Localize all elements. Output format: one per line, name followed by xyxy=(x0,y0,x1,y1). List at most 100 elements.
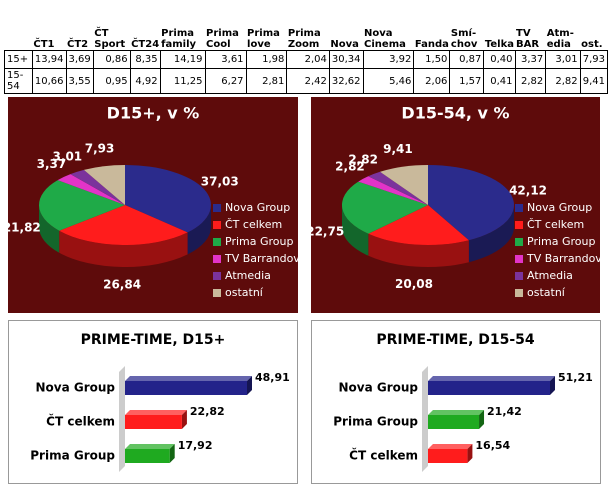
cell: 2,82 xyxy=(514,68,547,94)
bar-top xyxy=(428,410,485,415)
value-label: 17,92 xyxy=(178,439,213,452)
wall xyxy=(422,366,428,472)
slice xyxy=(39,180,125,231)
value-label: 22,75 xyxy=(306,225,344,239)
category-label: ČT celkem xyxy=(46,414,115,429)
slice xyxy=(358,176,428,205)
chart-title: D15-54, v % xyxy=(401,104,509,123)
value-label: 9,41 xyxy=(383,142,413,156)
slice xyxy=(70,169,125,205)
value-label: 2,82 xyxy=(348,152,378,166)
value-label: 7,93 xyxy=(85,141,115,155)
bar xyxy=(125,381,247,395)
category-label: Nova Group xyxy=(338,381,418,395)
legend-label: Nova Group xyxy=(527,201,592,214)
legend-swatch xyxy=(515,238,523,246)
column-header: Fanda xyxy=(414,39,449,50)
column-header: Prima family xyxy=(161,28,197,50)
bar-side xyxy=(181,410,187,429)
bar-side xyxy=(169,444,175,463)
legend-label: Atmedia xyxy=(225,269,271,282)
column-header: TV BAR xyxy=(516,28,540,50)
legend-label: ČT celkem xyxy=(225,218,282,231)
slice-side xyxy=(368,233,469,267)
column-header: Smí-chov xyxy=(450,28,478,50)
value-label: 26,84 xyxy=(103,277,141,291)
cell: 0,41 xyxy=(483,68,516,94)
wall xyxy=(119,366,125,472)
cell: 11,25 xyxy=(159,68,206,94)
cell: 6,27 xyxy=(204,68,247,94)
chart-title: PRIME-TIME, D15+ xyxy=(81,332,226,348)
cell: 2,82 xyxy=(545,68,581,94)
slice-side xyxy=(187,205,211,255)
legend-swatch xyxy=(515,221,523,229)
cell: 32,62 xyxy=(328,68,364,94)
legend-swatch xyxy=(213,272,221,280)
legend-label: Prima Group xyxy=(527,235,595,248)
value-label: 21,82 xyxy=(3,220,41,234)
value-label: 37,03 xyxy=(201,175,239,189)
bar-top xyxy=(125,444,175,449)
legend-swatch xyxy=(213,238,221,246)
bar-top xyxy=(428,444,473,449)
slice xyxy=(428,165,515,241)
legend-swatch xyxy=(213,289,221,297)
legend-swatch xyxy=(213,221,221,229)
legend-swatch xyxy=(515,289,523,297)
legend-label: TV Barrandov xyxy=(526,252,602,265)
bar-top xyxy=(428,376,555,381)
row-label: 15-54 xyxy=(4,68,33,94)
slice xyxy=(368,205,469,246)
slice xyxy=(59,205,188,245)
bar-side xyxy=(550,376,555,395)
column-header: Atm-edia xyxy=(546,28,574,50)
bar xyxy=(428,415,480,429)
slice xyxy=(57,174,125,205)
cell: 2,81 xyxy=(245,68,288,94)
bar-side xyxy=(479,410,485,429)
value-label: 3,01 xyxy=(53,149,83,163)
column-header: Prima Cool xyxy=(206,28,239,50)
legend-label: Nova Group xyxy=(225,201,290,214)
column-header: Prima Zoom xyxy=(287,28,321,50)
cell: 1,57 xyxy=(449,68,485,94)
bar-top xyxy=(125,376,252,381)
bar xyxy=(125,449,170,463)
legend-label: Atmedia xyxy=(527,269,573,282)
cell: 3,61 xyxy=(204,50,247,69)
column-header: ČT24 xyxy=(131,39,160,50)
legend-label: ostatní xyxy=(225,286,264,299)
slice xyxy=(83,165,125,205)
slice-side xyxy=(59,230,188,267)
column-header: Telka xyxy=(484,39,515,50)
column-header: Nova Cinema xyxy=(364,28,406,50)
column-header: ČT Sport xyxy=(94,28,126,50)
chart-title: D15+, v % xyxy=(107,104,200,123)
category-label: Nova Group xyxy=(35,381,115,395)
column-header: ost. xyxy=(581,39,603,50)
legend-swatch xyxy=(515,255,523,263)
cell: 2,06 xyxy=(413,68,451,94)
cell: 5,46 xyxy=(362,68,415,94)
legend-label: TV Barrandov xyxy=(224,252,300,265)
bar-side xyxy=(247,376,252,395)
bar-top xyxy=(125,410,187,415)
slice xyxy=(380,165,428,205)
category-label: Prima Group xyxy=(333,415,418,429)
category-label: Prima Group xyxy=(30,449,115,463)
slice-side xyxy=(342,205,369,256)
column-header: Prima love xyxy=(247,28,280,50)
column-header: ČT1 xyxy=(33,39,55,50)
cell: 0,95 xyxy=(92,68,131,94)
cell: 10,66 xyxy=(31,68,67,94)
legend-label: ostatní xyxy=(527,286,566,299)
slice-side xyxy=(39,205,60,253)
slice xyxy=(125,165,212,233)
bar-side xyxy=(467,444,473,463)
value-label: 21,42 xyxy=(487,405,522,418)
legend-swatch xyxy=(213,255,221,263)
chart-title: PRIME-TIME, D15-54 xyxy=(376,332,535,348)
slice xyxy=(368,171,428,205)
value-label: 42,12 xyxy=(509,183,547,197)
